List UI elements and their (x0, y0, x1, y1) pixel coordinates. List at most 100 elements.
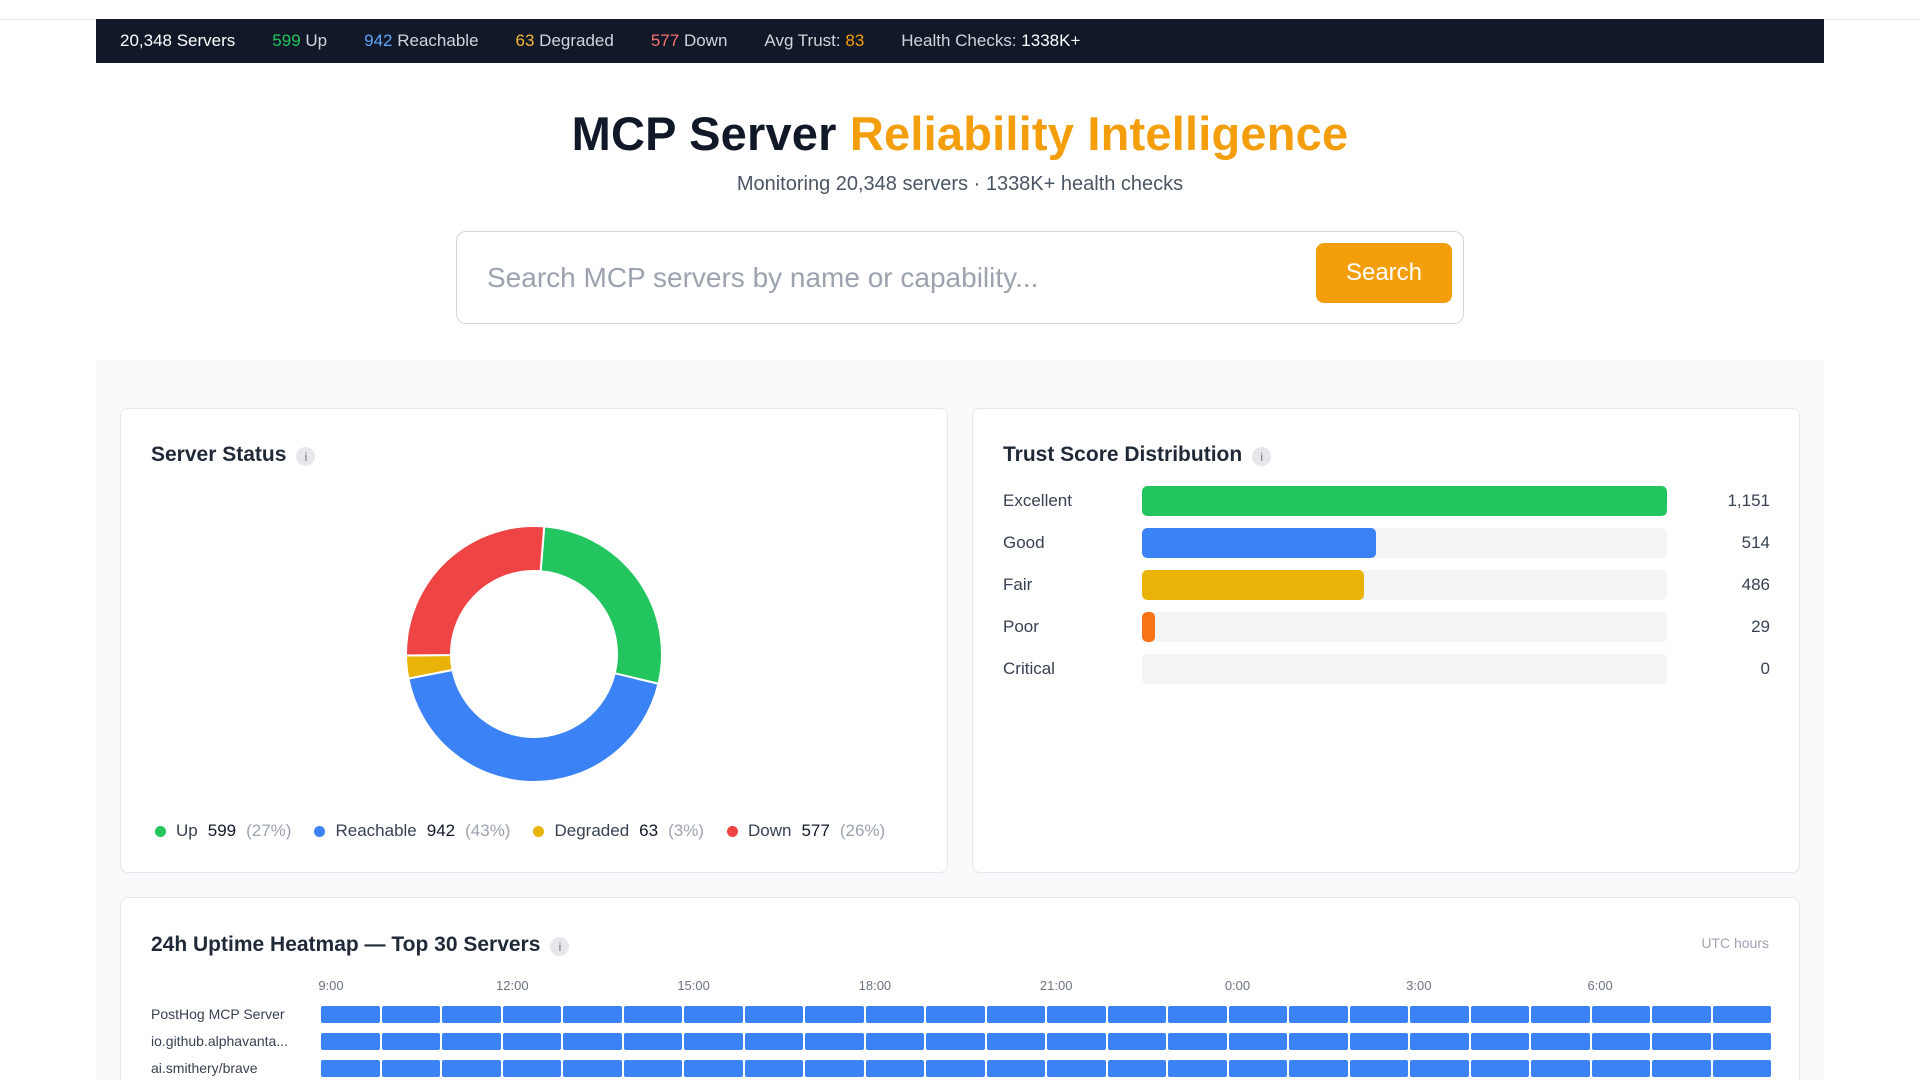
heatmap-cell[interactable] (1712, 1032, 1771, 1050)
heatmap-cell[interactable] (1531, 1032, 1590, 1050)
heatmap-cell[interactable] (684, 1005, 743, 1023)
heatmap-cell[interactable] (744, 1005, 803, 1023)
search-button[interactable]: Search (1316, 243, 1452, 303)
trust-bar-track (1142, 654, 1667, 684)
heatmap-cell[interactable] (1168, 1005, 1227, 1023)
server-status-title-text: Server Status (151, 443, 287, 466)
heatmap-cell[interactable] (1228, 1005, 1287, 1023)
heatmap-cell[interactable] (1652, 1059, 1711, 1077)
heatmap-cell[interactable] (684, 1059, 743, 1077)
heatmap-cell[interactable] (563, 1059, 622, 1077)
heatmap-cell[interactable] (865, 1059, 924, 1077)
heatmap-cell[interactable] (563, 1032, 622, 1050)
heatmap-server-name[interactable]: ai.smithery/brave (151, 1060, 258, 1076)
heatmap-cell[interactable] (1289, 1059, 1348, 1077)
heatmap-cell[interactable] (1652, 1005, 1711, 1023)
heatmap-cell[interactable] (805, 1059, 864, 1077)
heatmap-cell[interactable] (1410, 1059, 1469, 1077)
heatmap-cell[interactable] (1470, 1005, 1529, 1023)
heatmap-cell[interactable] (986, 1032, 1045, 1050)
trust-count: 0 (1760, 659, 1770, 678)
info-icon[interactable]: i (296, 447, 316, 466)
heatmap-cell[interactable] (1652, 1032, 1711, 1050)
heatmap-cell[interactable] (1107, 1059, 1166, 1077)
heatmap-cell[interactable] (1470, 1032, 1529, 1050)
heatmap-cell[interactable] (1107, 1005, 1166, 1023)
heatmap-cell[interactable] (442, 1032, 501, 1050)
heatmap-cell[interactable] (1470, 1059, 1529, 1077)
degraded-stat: 63 Degraded (516, 31, 614, 51)
heatmap-cell[interactable] (563, 1005, 622, 1023)
degraded-count: 63 (515, 31, 535, 50)
heatmap-cell[interactable] (1289, 1005, 1348, 1023)
heatmap-cell[interactable] (1168, 1032, 1227, 1050)
heatmap-cell[interactable] (1047, 1005, 1106, 1023)
heatmap-cell[interactable] (1228, 1059, 1287, 1077)
heatmap-cell[interactable] (442, 1005, 501, 1023)
heatmap-cell[interactable] (502, 1059, 561, 1077)
heatmap-cell[interactable] (321, 1059, 380, 1077)
heatmap-cell[interactable] (623, 1059, 682, 1077)
heatmap-cell[interactable] (1712, 1005, 1771, 1023)
heatmap-cell[interactable] (744, 1032, 803, 1050)
heatmap-cell[interactable] (381, 1059, 440, 1077)
search-input[interactable] (487, 254, 1267, 302)
heatmap-cell[interactable] (1410, 1005, 1469, 1023)
heatmap-cell[interactable] (865, 1032, 924, 1050)
info-icon[interactable]: i (1252, 447, 1272, 466)
heatmap-cell[interactable] (623, 1005, 682, 1023)
heatmap-cell[interactable] (1591, 1059, 1650, 1077)
heatmap-cell[interactable] (321, 1032, 380, 1050)
legend-count: 942 (426, 821, 456, 840)
heatmap-cell[interactable] (1712, 1059, 1771, 1077)
heatmap-cell[interactable] (1410, 1032, 1469, 1050)
heatmap-cell[interactable] (805, 1005, 864, 1023)
heatmap-cell[interactable] (1591, 1005, 1650, 1023)
heatmap-cell[interactable] (623, 1032, 682, 1050)
heatmap-cell[interactable] (502, 1005, 561, 1023)
heatmap-cells (321, 1032, 1771, 1050)
heatmap-cell[interactable] (805, 1032, 864, 1050)
heatmap-cell[interactable] (1531, 1005, 1590, 1023)
heatmap-cell[interactable] (926, 1032, 985, 1050)
heatmap-cell[interactable] (986, 1005, 1045, 1023)
heatmap-cell[interactable] (1349, 1032, 1408, 1050)
legend-percent: (43%) (465, 821, 511, 840)
heatmap-cell[interactable] (381, 1032, 440, 1050)
heatmap-cell[interactable] (865, 1005, 924, 1023)
donut-slice-reachable[interactable] (407, 668, 660, 783)
reachable-stat: 942 Reachable (364, 31, 478, 51)
heatmap-cell[interactable] (684, 1032, 743, 1050)
server-status-title: Server Status i (151, 443, 316, 467)
heatmap-cell[interactable] (1107, 1032, 1166, 1050)
trust-label: Fair (1003, 575, 1033, 594)
legend-percent: (26%) (839, 821, 886, 840)
heatmap-cell[interactable] (1289, 1032, 1348, 1050)
heatmap-cell[interactable] (1531, 1059, 1590, 1077)
info-icon[interactable]: i (550, 937, 570, 956)
heatmap-cell[interactable] (1168, 1059, 1227, 1077)
heatmap-server-name[interactable]: PostHog MCP Server (151, 1006, 285, 1022)
heatmap-cell[interactable] (744, 1059, 803, 1077)
heatmap-cell[interactable] (381, 1005, 440, 1023)
heatmap-cell[interactable] (1591, 1032, 1650, 1050)
heatmap-cell[interactable] (926, 1005, 985, 1023)
heatmap-cell[interactable] (502, 1032, 561, 1050)
heatmap-server-name[interactable]: io.github.alphavanta... (151, 1033, 288, 1049)
heatmap-cell[interactable] (1349, 1005, 1408, 1023)
heatmap-cell[interactable] (1349, 1059, 1408, 1077)
trust-bar-excellent (1142, 486, 1667, 516)
heatmap-cell[interactable] (986, 1059, 1045, 1077)
donut-slice-up[interactable] (539, 525, 663, 685)
legend-dot-icon (726, 825, 738, 837)
heatmap-cell[interactable] (1228, 1032, 1287, 1050)
heatmap-row: io.github.alphavanta... (151, 1032, 1771, 1050)
heatmap-cell[interactable] (1047, 1032, 1106, 1050)
trust-row-poor: Poor 29 (1003, 612, 1773, 642)
heatmap-cell[interactable] (1047, 1059, 1106, 1077)
heatmap-cell[interactable] (926, 1059, 985, 1077)
heatmap-cell[interactable] (442, 1059, 501, 1077)
legend-label: Up (176, 821, 198, 840)
donut-slice-down[interactable] (405, 525, 546, 657)
heatmap-cell[interactable] (321, 1005, 380, 1023)
